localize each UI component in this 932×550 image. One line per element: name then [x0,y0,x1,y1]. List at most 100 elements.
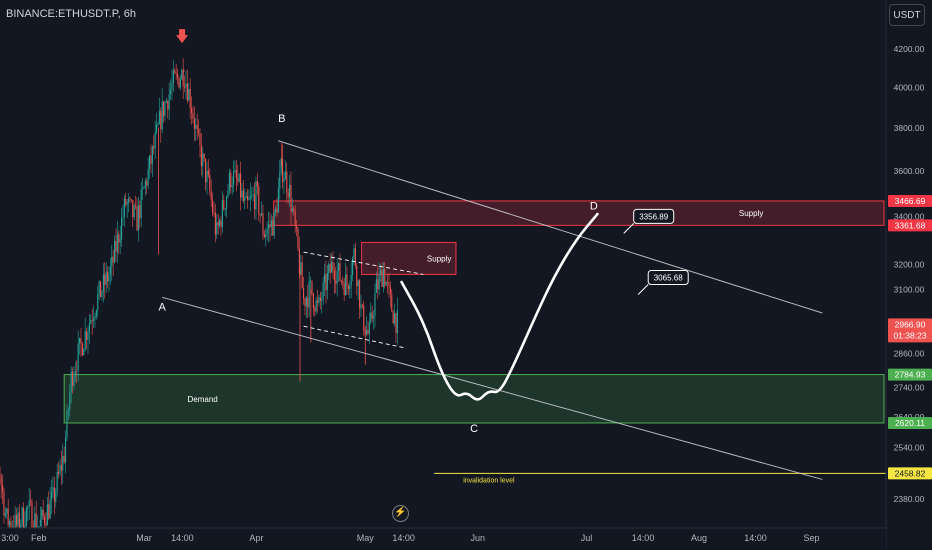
candle-body [163,101,165,117]
candle-body [353,248,355,259]
candle-body [391,294,393,312]
candle-body [259,214,261,216]
candle-body [217,222,219,226]
candle-body [77,343,79,372]
candle-body [389,286,391,295]
candle-body [125,198,127,205]
lightning-icon[interactable]: ⚡ [392,505,409,522]
candle-body [312,293,314,309]
callout-label: 3356.89 [639,212,668,221]
candle-body [164,102,166,117]
candle-body [63,455,65,463]
candle-body [193,118,195,129]
candle-body [144,181,146,188]
candle-body [83,349,85,356]
y-tick-label: 3200.00 [894,259,925,269]
y-tick-label: 4200.00 [894,44,925,54]
candle-body [143,187,145,189]
candle-body [139,205,141,219]
candle-body [361,304,363,306]
candle-body [297,228,299,249]
candle-body [263,234,265,238]
candle-body [6,508,8,514]
candle-body [66,410,68,439]
candle-body [203,153,205,159]
candle-body [81,343,83,356]
price-label-text: 2620.11 [895,418,925,428]
candle-body [279,172,281,189]
candle-body [212,199,214,213]
candle-body [41,509,43,520]
candle-body [300,262,302,274]
candle-body [308,281,310,308]
candle-body [69,392,71,410]
candle-body [322,282,324,300]
candle-body [182,70,184,87]
candle-body [25,507,27,526]
candle-body [174,70,176,74]
candle-body [305,297,307,306]
candle-body [172,70,174,84]
candle-body [100,281,102,298]
candle-body [349,285,351,290]
candle-body [227,190,229,197]
y-tick-label: 2740.00 [894,382,925,392]
candle-body [133,205,135,218]
symbol-label: BINANCE:ETHUSDT.P, 6h [6,8,137,20]
candle-body [368,322,370,334]
candle-body [318,297,320,303]
candle-body [276,208,278,213]
candle-body [136,206,138,231]
x-tick-label: May [357,533,375,543]
candle-body [310,280,312,282]
upper-trendline [278,140,823,314]
candle-body [121,217,123,240]
candle-body [56,472,58,492]
x-tick-label: Feb [31,533,47,543]
candle-body [157,123,159,125]
candle-body [242,190,244,201]
candle-body [214,212,216,235]
candle-body [373,315,375,319]
candle-body [199,132,201,146]
candle-body [221,200,223,228]
candle-body [262,213,264,235]
currency-button[interactable]: USDT [889,4,925,26]
candle-body [191,108,193,113]
candle-body [325,274,327,291]
price-label: 2784.93 [888,368,932,381]
candle-body [219,220,221,226]
candle-body [28,500,30,507]
candle-body [98,281,100,294]
candle-body [93,318,95,321]
candle-body [338,263,340,271]
candle-body [381,269,383,287]
candle-body [20,525,22,530]
candle-body [226,196,228,209]
candle-body [384,269,386,286]
candle-body [220,220,222,228]
candle-body [249,196,251,200]
candle-body [210,190,212,200]
y-tick-label: 4000.00 [894,82,925,92]
candle-body [345,274,347,296]
candle-body [104,274,106,285]
candle-body [307,297,309,308]
candle-body [170,89,172,95]
candle-body [234,170,236,172]
candle-body [97,293,99,311]
candle-body [86,331,88,340]
callout-box [647,270,689,286]
candle-body [118,234,120,243]
supply-zone-upper-label: Supply [739,209,763,218]
candle-body [248,199,250,200]
candle-body [354,248,356,266]
y-tick-label: 2860.00 [894,348,925,358]
candle-body [287,192,289,198]
candle-body [60,464,62,471]
candle-body [293,208,295,211]
candle-body [298,248,300,274]
